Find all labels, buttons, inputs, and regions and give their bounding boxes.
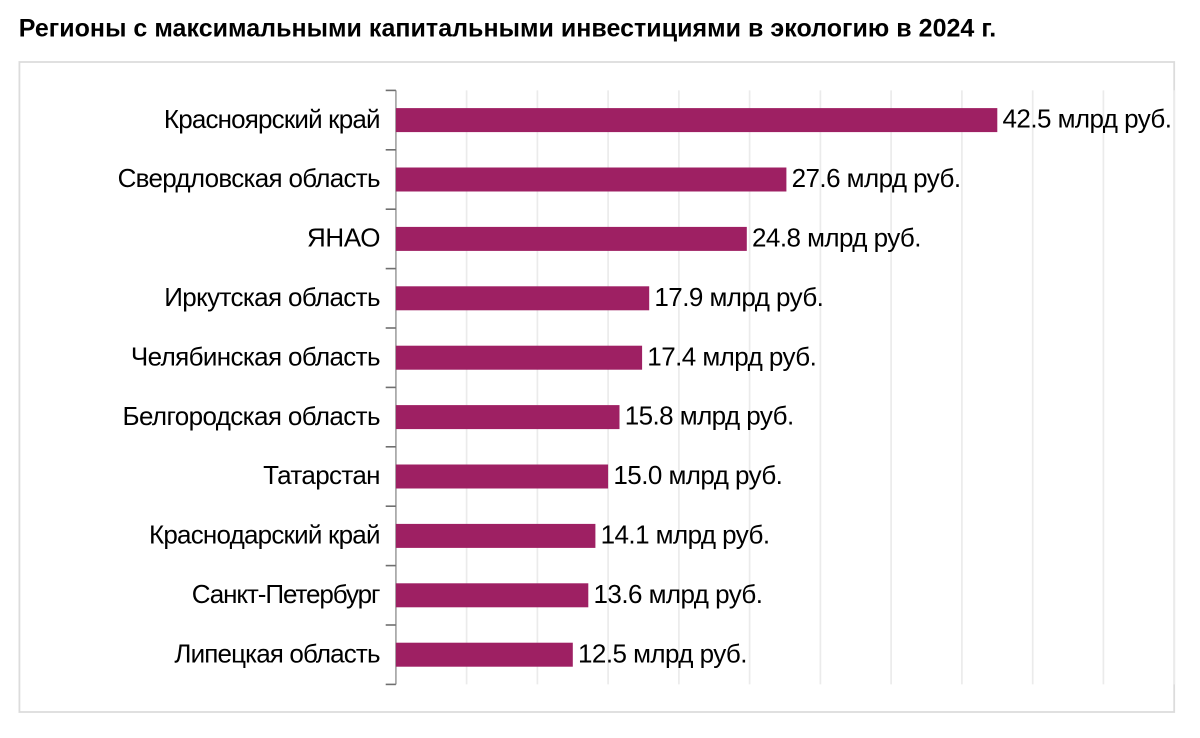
svg-text:Краснодарский край: Краснодарский край xyxy=(149,520,381,550)
svg-text:17.9 млрд руб.: 17.9 млрд руб. xyxy=(654,282,824,312)
svg-text:Белгородская область: Белгородская область xyxy=(123,401,381,431)
svg-text:27.6 млрд руб.: 27.6 млрд руб. xyxy=(792,163,962,193)
svg-text:42.5 млрд руб.: 42.5 млрд руб. xyxy=(1003,104,1173,134)
svg-text:17.4 млрд руб.: 17.4 млрд руб. xyxy=(647,341,817,371)
svg-text:15.8 млрд руб.: 15.8 млрд руб. xyxy=(625,401,795,431)
svg-text:12.5 млрд руб.: 12.5 млрд руб. xyxy=(578,638,748,668)
svg-text:Свердловская область: Свердловская область xyxy=(118,163,381,193)
svg-text:13.6 млрд руб.: 13.6 млрд руб. xyxy=(594,579,764,609)
svg-text:Челябинская область: Челябинская область xyxy=(131,341,381,371)
svg-text:Регионы с максимальными капита: Регионы с максимальными капитальными инв… xyxy=(19,14,997,42)
svg-text:14.1 млрд руб.: 14.1 млрд руб. xyxy=(601,520,771,550)
svg-text:ЯНАО: ЯНАО xyxy=(307,223,381,253)
svg-text:24.8 млрд руб.: 24.8 млрд руб. xyxy=(752,223,922,253)
svg-text:Санкт-Петербург: Санкт-Петербург xyxy=(192,579,381,609)
svg-text:15.0 млрд руб.: 15.0 млрд руб. xyxy=(613,460,783,490)
svg-text:Иркутская область: Иркутская область xyxy=(164,282,380,312)
svg-text:Красноярский край: Красноярский край xyxy=(164,104,381,134)
svg-text:Липецкая область: Липецкая область xyxy=(174,638,380,668)
svg-text:Татарстан: Татарстан xyxy=(263,460,380,490)
